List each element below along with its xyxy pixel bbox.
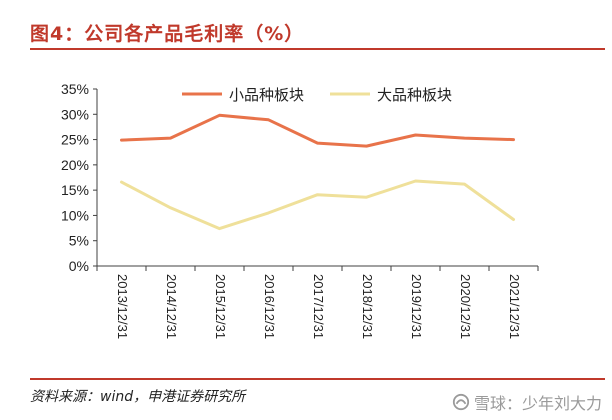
title-divider bbox=[30, 48, 605, 50]
y-tick-label: 35% bbox=[61, 81, 89, 97]
y-tick-label: 30% bbox=[61, 106, 89, 122]
figure-title: 图4：公司各产品毛利率（%） bbox=[30, 23, 305, 45]
x-tick-label: 2020/12/31 bbox=[458, 274, 473, 339]
x-tick-label: 2017/12/31 bbox=[311, 274, 326, 339]
source-divider bbox=[30, 378, 605, 380]
y-tick-label: 5% bbox=[69, 233, 89, 249]
snowball-logo-icon bbox=[452, 393, 470, 411]
y-tick-label: 0% bbox=[69, 258, 89, 274]
y-tick-label: 20% bbox=[61, 157, 89, 173]
x-tick-label: 2021/12/31 bbox=[507, 274, 522, 339]
x-tick-label: 2014/12/31 bbox=[164, 274, 179, 339]
series-line-small-varieties bbox=[120, 113, 515, 148]
chart-legend: 小品种板块 大品种板块 bbox=[182, 86, 452, 104]
series-line-large-varieties bbox=[120, 179, 515, 231]
y-tick-label: 15% bbox=[61, 182, 89, 198]
x-tick-label: 2013/12/31 bbox=[115, 274, 130, 339]
chart-series bbox=[120, 113, 515, 231]
line-chart: 0% 5% 10% 15% 20% 25% 30% 35% 2013/12/31 2014/12/… bbox=[61, 81, 539, 339]
x-tick-label: 2018/12/31 bbox=[360, 274, 375, 339]
x-tick-label: 2019/12/31 bbox=[409, 274, 424, 339]
chart-axes: 0% 5% 10% 15% 20% 25% 30% 35% 2013/12/31 2014/12/… bbox=[61, 81, 539, 339]
source-note: 资料来源：wind，申港证券研究所 bbox=[30, 389, 246, 405]
watermark-text: 雪球：少年刘大力 bbox=[473, 394, 602, 413]
y-tick-label: 25% bbox=[61, 132, 89, 148]
chart-container: 0% 5% 10% 15% 20% 25% 30% 35% 2013/12/31 2014/12/… bbox=[30, 62, 590, 367]
y-tick-label: 10% bbox=[61, 207, 89, 223]
legend-label: 大品种板块 bbox=[377, 86, 452, 104]
watermark: 雪球：少年刘大力 bbox=[452, 390, 602, 414]
x-tick-label: 2016/12/31 bbox=[262, 274, 277, 339]
legend-label: 小品种板块 bbox=[229, 86, 304, 104]
x-tick-label: 2015/12/31 bbox=[213, 274, 228, 339]
